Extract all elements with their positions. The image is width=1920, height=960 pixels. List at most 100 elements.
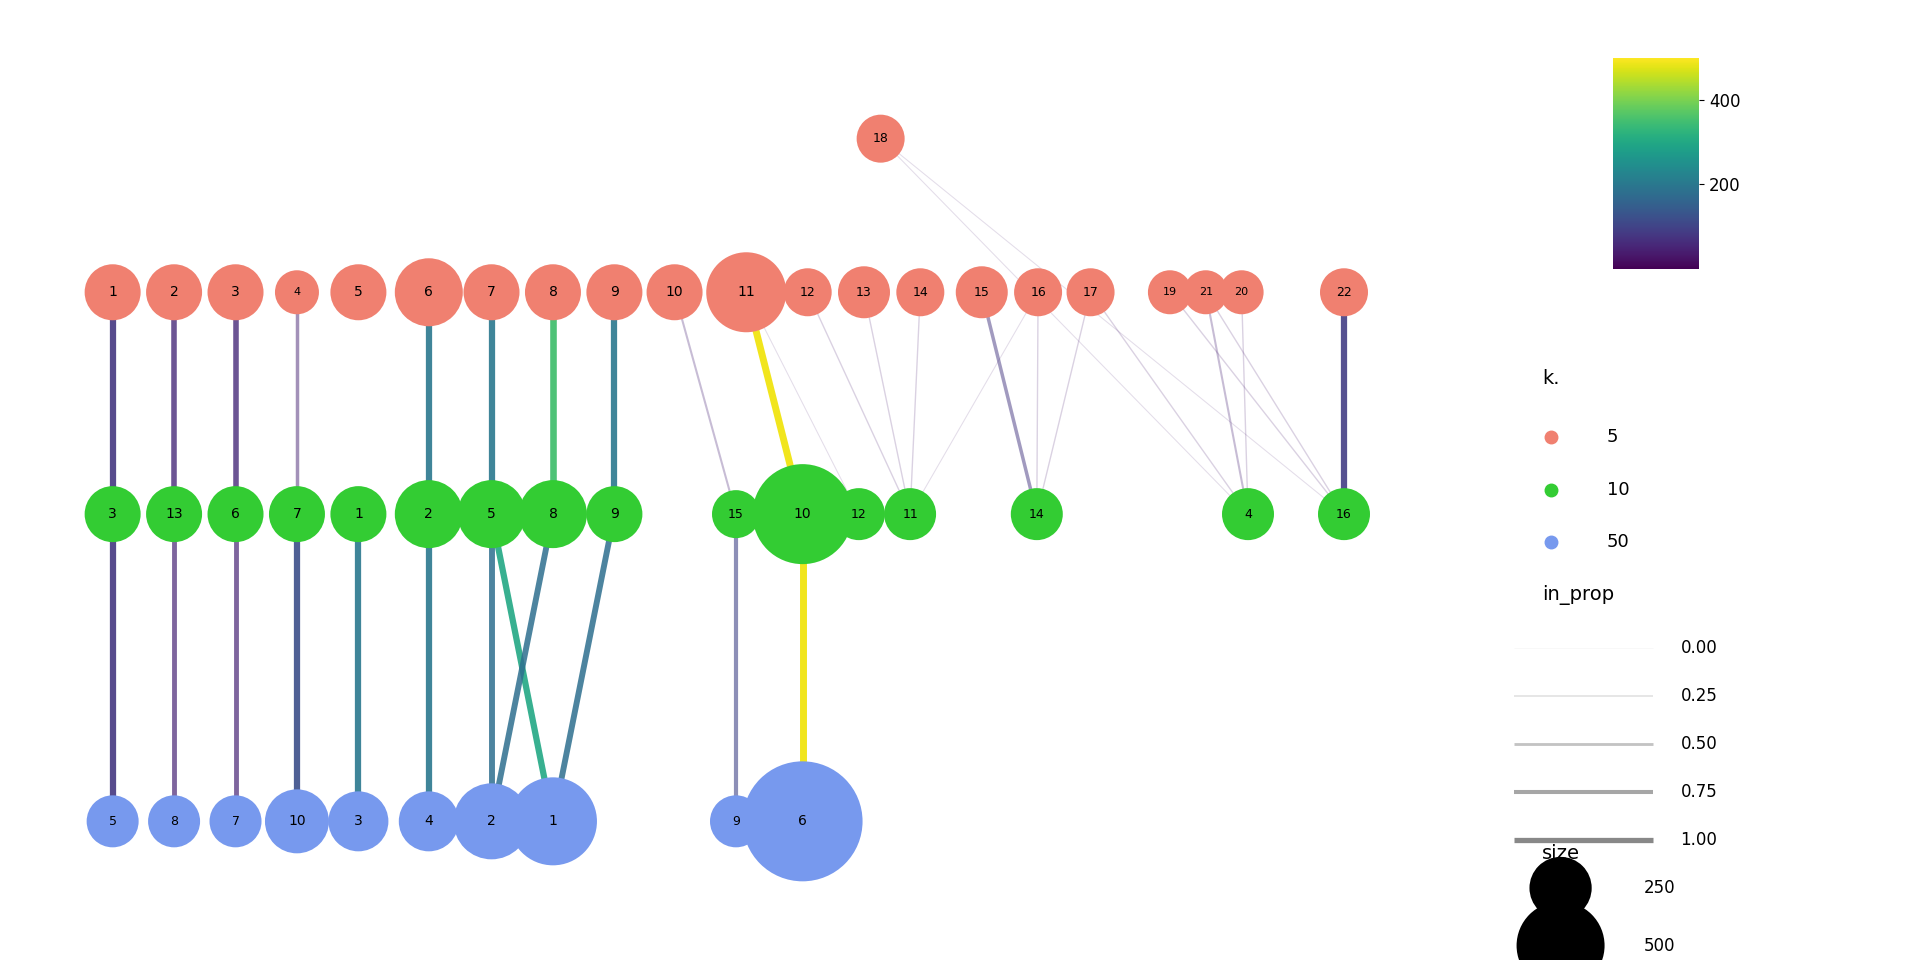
Text: 50: 50 — [1607, 534, 1630, 551]
Ellipse shape — [146, 264, 202, 321]
Text: 17: 17 — [1083, 286, 1098, 299]
Text: 8: 8 — [549, 507, 557, 521]
Ellipse shape — [275, 271, 319, 314]
Ellipse shape — [837, 266, 891, 319]
Ellipse shape — [207, 264, 263, 321]
Text: 14: 14 — [912, 286, 927, 299]
Ellipse shape — [509, 778, 597, 865]
Text: 4: 4 — [294, 287, 301, 298]
Text: size: size — [1542, 844, 1580, 863]
Ellipse shape — [209, 795, 261, 848]
Ellipse shape — [707, 252, 787, 332]
Text: 10: 10 — [666, 285, 684, 300]
Text: 18: 18 — [874, 132, 889, 145]
Text: 9: 9 — [732, 815, 739, 828]
Ellipse shape — [146, 486, 202, 542]
Ellipse shape — [463, 264, 520, 321]
Text: 0.50: 0.50 — [1680, 735, 1716, 753]
Text: 0.00: 0.00 — [1680, 639, 1716, 657]
Ellipse shape — [743, 761, 862, 881]
Ellipse shape — [753, 464, 852, 564]
Text: 500: 500 — [1644, 937, 1674, 954]
Text: 10: 10 — [1607, 481, 1630, 498]
Ellipse shape — [712, 491, 760, 539]
Text: 10: 10 — [288, 814, 305, 828]
Ellipse shape — [330, 486, 386, 542]
Ellipse shape — [647, 264, 703, 321]
Text: in_prop: in_prop — [1542, 585, 1615, 605]
Text: 4: 4 — [1244, 508, 1252, 520]
Ellipse shape — [148, 795, 200, 848]
Text: 9: 9 — [611, 507, 618, 521]
Ellipse shape — [883, 488, 937, 540]
Text: 8: 8 — [549, 285, 557, 300]
Text: 15: 15 — [728, 508, 743, 520]
Ellipse shape — [1319, 268, 1367, 316]
Ellipse shape — [457, 480, 526, 548]
Text: 22: 22 — [1336, 286, 1352, 299]
Ellipse shape — [586, 264, 643, 321]
Ellipse shape — [1010, 488, 1064, 540]
Text: 16: 16 — [1031, 286, 1046, 299]
Ellipse shape — [956, 266, 1008, 319]
Ellipse shape — [453, 783, 530, 859]
Text: 2: 2 — [169, 285, 179, 300]
Text: 8: 8 — [171, 815, 179, 828]
Text: 6: 6 — [799, 814, 806, 828]
Text: 0.25: 0.25 — [1680, 687, 1716, 705]
Ellipse shape — [1219, 271, 1263, 314]
Text: 1: 1 — [549, 814, 557, 828]
Text: 6: 6 — [424, 285, 434, 300]
Ellipse shape — [207, 486, 263, 542]
Text: 7: 7 — [292, 507, 301, 521]
Text: 3: 3 — [108, 507, 117, 521]
Ellipse shape — [524, 264, 582, 321]
Ellipse shape — [586, 486, 643, 542]
Ellipse shape — [396, 258, 463, 326]
Ellipse shape — [1185, 271, 1227, 314]
Text: 6: 6 — [230, 507, 240, 521]
Ellipse shape — [265, 789, 328, 853]
Ellipse shape — [1068, 268, 1114, 316]
Ellipse shape — [1317, 488, 1371, 540]
Text: 1: 1 — [108, 285, 117, 300]
Text: 2: 2 — [488, 814, 495, 828]
Ellipse shape — [833, 488, 885, 540]
Text: 7: 7 — [232, 815, 240, 828]
Text: 1: 1 — [353, 507, 363, 521]
Text: 12: 12 — [851, 508, 866, 520]
Text: 0.75: 0.75 — [1680, 783, 1716, 801]
Text: 12: 12 — [801, 286, 816, 299]
Text: 11: 11 — [737, 285, 755, 300]
Ellipse shape — [856, 114, 904, 162]
Ellipse shape — [897, 268, 945, 316]
Text: 9: 9 — [611, 285, 618, 300]
Text: 3: 3 — [230, 285, 240, 300]
Text: 5: 5 — [109, 815, 117, 828]
Ellipse shape — [84, 486, 140, 542]
Text: 5: 5 — [1607, 428, 1619, 445]
Text: 5: 5 — [488, 507, 495, 521]
Ellipse shape — [84, 264, 140, 321]
Ellipse shape — [328, 791, 388, 852]
Text: 1.00: 1.00 — [1680, 831, 1716, 849]
Ellipse shape — [269, 486, 324, 542]
Text: 4: 4 — [424, 814, 434, 828]
Ellipse shape — [86, 795, 138, 848]
Text: 19: 19 — [1164, 287, 1177, 298]
Text: 15: 15 — [973, 286, 989, 299]
Text: 14: 14 — [1029, 508, 1044, 520]
Text: 2: 2 — [424, 507, 434, 521]
Text: 16: 16 — [1336, 508, 1352, 520]
Text: 13: 13 — [165, 507, 182, 521]
Ellipse shape — [1014, 268, 1062, 316]
Ellipse shape — [396, 480, 463, 548]
Ellipse shape — [783, 268, 831, 316]
Ellipse shape — [1148, 271, 1192, 314]
Text: 11: 11 — [902, 508, 918, 520]
Ellipse shape — [399, 791, 459, 852]
Text: k.: k. — [1542, 369, 1559, 388]
Text: 5: 5 — [353, 285, 363, 300]
Text: 21: 21 — [1198, 287, 1213, 298]
Text: 3: 3 — [353, 814, 363, 828]
